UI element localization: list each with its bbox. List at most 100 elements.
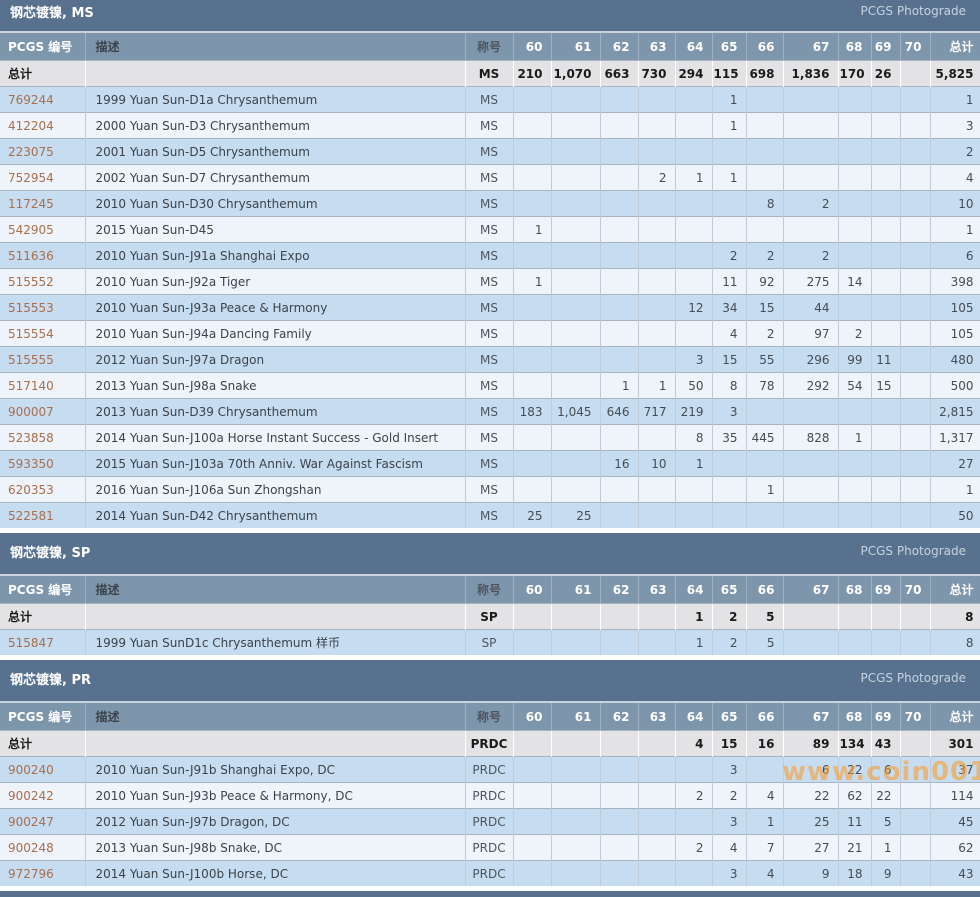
pcgs-number-link-text[interactable]: 620353 (8, 482, 54, 497)
column-header-grade-65: 65 (712, 33, 747, 61)
pcgs-number-link-text[interactable]: 542905 (8, 222, 54, 237)
grade-60-cell: 183 (513, 398, 552, 425)
pcgs-number-link-text[interactable]: 515552 (8, 274, 54, 289)
pcgs-number-link[interactable]: 900247 (0, 808, 86, 835)
grade-70-cell (900, 242, 931, 269)
pcgs-number-link[interactable]: 593350 (0, 450, 86, 477)
grade-66-cell (746, 112, 784, 139)
grade-63-cell (638, 502, 676, 528)
description-cell: 2015 Yuan Sun-J103a 70th Anniv. War Agai… (85, 450, 466, 477)
pcgs-number-link[interactable]: 517140 (0, 372, 86, 399)
grade-66-cell: 8 (746, 190, 784, 217)
grade-69-cell: 11 (871, 346, 901, 373)
pcgs-number-link-text[interactable]: 511636 (8, 248, 54, 263)
grade-70-cell (900, 372, 931, 399)
pcgs-number-link-text[interactable]: 515553 (8, 300, 54, 315)
pcgs-number-link-text[interactable]: 593350 (8, 456, 54, 471)
grade-60-cell (513, 756, 552, 783)
pcgs-number-link[interactable]: 515552 (0, 268, 86, 295)
section-ms: 钢芯镀镍, MS PCGS Photograde PCGS 编号 描述 称号 60 61… (0, 0, 980, 528)
grade-60-cell: 210 (513, 60, 552, 87)
row-total-cell: 398 (930, 268, 980, 295)
designation-cell: MS (465, 60, 514, 87)
pcgs-number-link-text[interactable]: 117245 (8, 196, 54, 211)
pcgs-number-link[interactable]: 515847 (0, 629, 86, 655)
pcgs-number-link[interactable]: 223075 (0, 138, 86, 165)
description-cell (85, 60, 466, 87)
column-header-grade-68: 68 (838, 576, 872, 604)
grade-68-cell: 54 (838, 372, 872, 399)
grade-63-cell (638, 834, 676, 861)
column-header-description: 描述 (85, 33, 466, 61)
pcgs-number-link-text[interactable]: 900007 (8, 404, 54, 419)
pcgs-number-link-text[interactable]: 515555 (8, 352, 54, 367)
row-total-cell: 37 (930, 756, 980, 783)
photograde-link[interactable]: PCGS Photograde (860, 544, 966, 558)
pcgs-number-link-text[interactable]: 900248 (8, 840, 54, 855)
pcgs-number-link-text[interactable]: 900247 (8, 814, 54, 829)
grade-65-cell: 3 (712, 808, 747, 835)
pcgs-number-link-text[interactable]: 769244 (8, 92, 54, 107)
grade-64-cell (675, 502, 713, 528)
pcgs-number-link[interactable]: 769244 (0, 86, 86, 113)
pcgs-number-link-text[interactable]: 900242 (8, 788, 54, 803)
grade-66-cell: 5 (746, 629, 784, 655)
grade-64-cell (675, 268, 713, 295)
pcgs-number-link-text[interactable]: 517140 (8, 378, 54, 393)
table-row: 523858 2014 Yuan Sun-J100a Horse Instant … (0, 424, 980, 451)
pcgs-number-link-text[interactable]: 515847 (8, 635, 54, 650)
row-total-cell: 10 (930, 190, 980, 217)
grade-63-cell (638, 138, 676, 165)
pcgs-number-link[interactable]: 511636 (0, 242, 86, 269)
grade-67-cell: 275 (783, 268, 839, 295)
pcgs-number-link[interactable]: 515554 (0, 320, 86, 347)
pcgs-number-link-text[interactable]: 223075 (8, 144, 54, 159)
designation-cell: PRDC (465, 730, 514, 757)
grade-62-cell (600, 629, 639, 655)
table-row: 515553 2010 Yuan Sun-J93a Peace & Harmony… (0, 294, 980, 321)
pcgs-number-link[interactable]: 900248 (0, 834, 86, 861)
grade-68-cell (838, 629, 872, 655)
table-row: 117245 2010 Yuan Sun-D30 Chrysanthemum MS 8… (0, 190, 980, 217)
pcgs-number-link-text[interactable]: 972796 (8, 866, 54, 881)
section-title: 钢芯镀镍, SP (10, 545, 91, 561)
pcgs-number-link[interactable]: 620353 (0, 476, 86, 503)
grade-70-cell (900, 424, 931, 451)
pcgs-number-link-text[interactable]: 523858 (8, 430, 54, 445)
pcgs-number-link-text[interactable]: 522581 (8, 508, 54, 523)
pcgs-number-link[interactable]: 542905 (0, 216, 86, 243)
pcgs-number-link[interactable]: 900007 (0, 398, 86, 425)
grade-60-cell (513, 138, 552, 165)
column-header-grade-65: 65 (712, 703, 747, 731)
population-table: PCGS 编号 描述 称号 60 61 62 63 64 65 66 67 68 69 70 总计 总计 PR… (0, 703, 980, 886)
grade-70-cell (900, 216, 931, 243)
pcgs-number-link-text[interactable]: 412204 (8, 118, 54, 133)
pcgs-number-link[interactable]: 117245 (0, 190, 86, 217)
grade-65-cell: 15 (712, 346, 747, 373)
pcgs-number-link[interactable]: 900240 (0, 756, 86, 783)
grade-62-cell (600, 320, 639, 347)
description-cell: 2014 Yuan Sun-D42 Chrysanthemum (85, 502, 466, 528)
grade-68-cell (838, 294, 872, 321)
pcgs-number-link[interactable]: 515555 (0, 346, 86, 373)
designation-cell: MS (465, 450, 514, 477)
pcgs-number-link[interactable]: 515553 (0, 294, 86, 321)
photograde-link[interactable]: PCGS Photograde (860, 671, 966, 685)
pcgs-number-link-text[interactable]: 900240 (8, 762, 54, 777)
grade-60-cell (513, 629, 552, 655)
grade-61-cell (551, 190, 601, 217)
grade-68-cell: 1 (838, 424, 872, 451)
pcgs-number-link[interactable]: 523858 (0, 424, 86, 451)
column-header-grade-61: 61 (551, 703, 601, 731)
pcgs-number-link[interactable]: 900242 (0, 782, 86, 809)
pcgs-number-link[interactable]: 412204 (0, 112, 86, 139)
column-header-grade-64: 64 (675, 33, 713, 61)
grade-69-cell (871, 86, 901, 113)
pcgs-number-link[interactable]: 972796 (0, 860, 86, 886)
column-header-pcgs: PCGS 编号 (0, 576, 86, 604)
pcgs-number-link[interactable]: 752954 (0, 164, 86, 191)
photograde-link[interactable]: PCGS Photograde (860, 4, 966, 18)
pcgs-number-link-text[interactable]: 515554 (8, 326, 54, 341)
pcgs-number-link-text[interactable]: 752954 (8, 170, 54, 185)
pcgs-number-link[interactable]: 522581 (0, 502, 86, 528)
